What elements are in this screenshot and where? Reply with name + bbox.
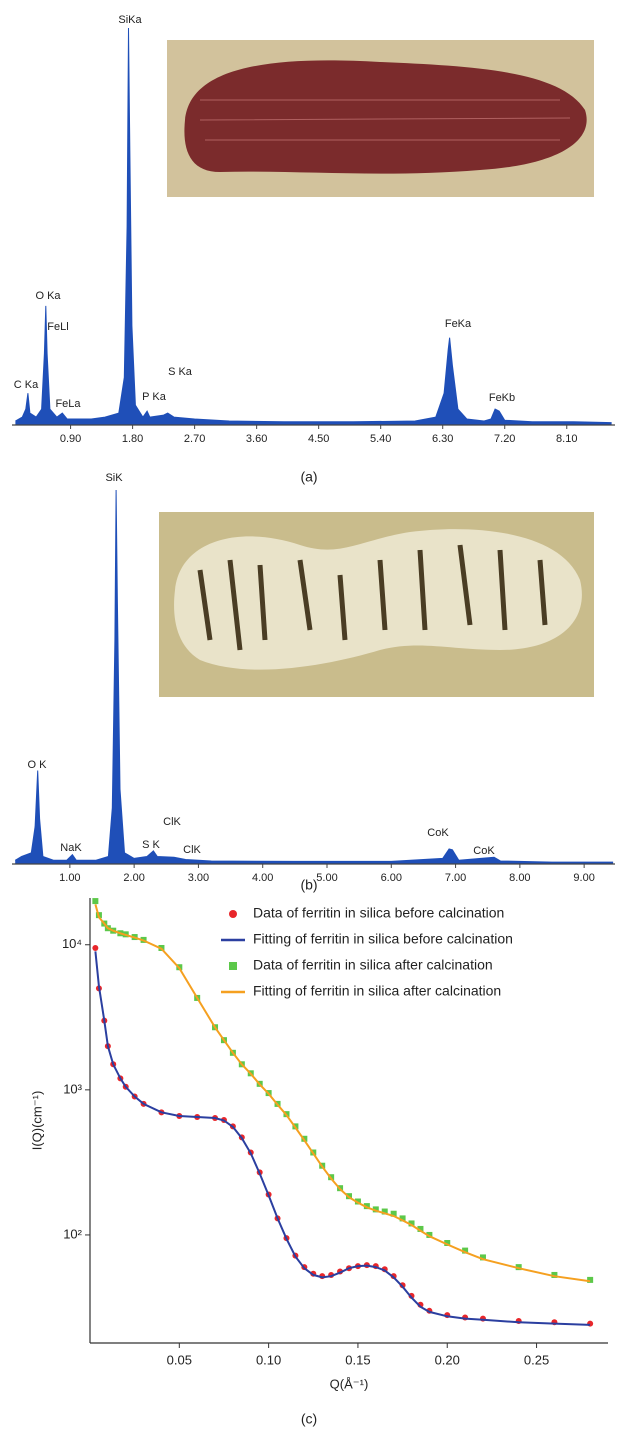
caption: (a) — [300, 469, 317, 485]
peak-label: FeLl — [47, 321, 68, 333]
x-tick-label: 6.00 — [381, 872, 402, 884]
x-tick-label: 7.20 — [494, 433, 515, 445]
x-tick-label: 4.50 — [308, 433, 329, 445]
x-tick-label: 0.10 — [256, 1352, 281, 1367]
peak-label: FeLa — [55, 398, 81, 410]
peak-label: ClK — [163, 816, 181, 828]
y-tick-label: 10³ — [63, 1081, 82, 1096]
figure: 0.90 1.80 2.70 3.60 4.50 5.40 6.30 7.20 8.10 SiKa… — [0, 0, 617, 1441]
x-tick-label: 0.05 — [167, 1352, 192, 1367]
peak-label: O K — [28, 759, 48, 771]
y-tick-label: 10⁴ — [62, 936, 82, 951]
x-tick-label: 8.10 — [556, 433, 577, 445]
peak-label: S K — [142, 839, 160, 851]
x-tick-label: 3.00 — [188, 872, 209, 884]
data-point — [92, 945, 98, 951]
x-tick-label: 5.40 — [370, 433, 391, 445]
photo-b — [159, 512, 594, 697]
peak-label: S Ka — [168, 366, 193, 378]
peak-label: P Ka — [142, 391, 167, 403]
y-axis-label: I(Q)(cm⁻¹) — [29, 1091, 44, 1151]
legend-label: Data of ferritin in silica after calcina… — [253, 957, 493, 973]
legend-label: Data of ferritin in silica before calcin… — [253, 905, 504, 921]
legend-label: Fitting of ferritin in silica before cal… — [253, 931, 513, 947]
x-tick-label: 6.30 — [432, 433, 453, 445]
photo-specimen — [184, 60, 586, 173]
x-tick-label: 2.00 — [123, 872, 144, 884]
peak-label: FeKa — [445, 318, 472, 330]
peak-label: CoK — [427, 827, 449, 839]
peak-label: CoK — [473, 845, 495, 857]
x-tick-label: 5.00 — [316, 872, 337, 884]
legend-marker — [229, 962, 237, 970]
peak-label: O Ka — [35, 290, 61, 302]
peak-label: C Ka — [14, 379, 39, 391]
caption: (c) — [301, 1411, 317, 1427]
x-tick-label: 8.00 — [509, 872, 530, 884]
x-tick-label: 0.90 — [60, 433, 81, 445]
peak-label: NaK — [60, 842, 82, 854]
x-tick-label: 1.00 — [59, 872, 80, 884]
y-tick-label: 10² — [63, 1226, 82, 1241]
peak-label: FeKb — [489, 392, 515, 404]
peak-label: SiKa — [118, 14, 142, 26]
legend-label: Fitting of ferritin in silica after calc… — [253, 983, 501, 999]
x-axis-label: Q(Å⁻¹) — [330, 1376, 369, 1391]
x-tick-label: 3.60 — [246, 433, 267, 445]
x-tick-label: 0.25 — [524, 1352, 549, 1367]
x-tick-label: 1.80 — [122, 433, 143, 445]
x-tick-label: 2.70 — [184, 433, 205, 445]
x-tick-label: 0.15 — [345, 1352, 370, 1367]
legend-marker — [229, 910, 237, 918]
x-tick-label: 7.00 — [445, 872, 466, 884]
x-tick-label: 0.20 — [435, 1352, 460, 1367]
caption: (b) — [300, 877, 317, 893]
photo-a — [167, 40, 594, 197]
x-tick-label: 9.00 — [573, 872, 594, 884]
x-tick-label: 4.00 — [252, 872, 273, 884]
peak-label: ClK — [183, 844, 201, 856]
data-point — [92, 898, 98, 904]
peak-label: SiK — [105, 472, 123, 484]
data-point — [587, 1277, 593, 1283]
